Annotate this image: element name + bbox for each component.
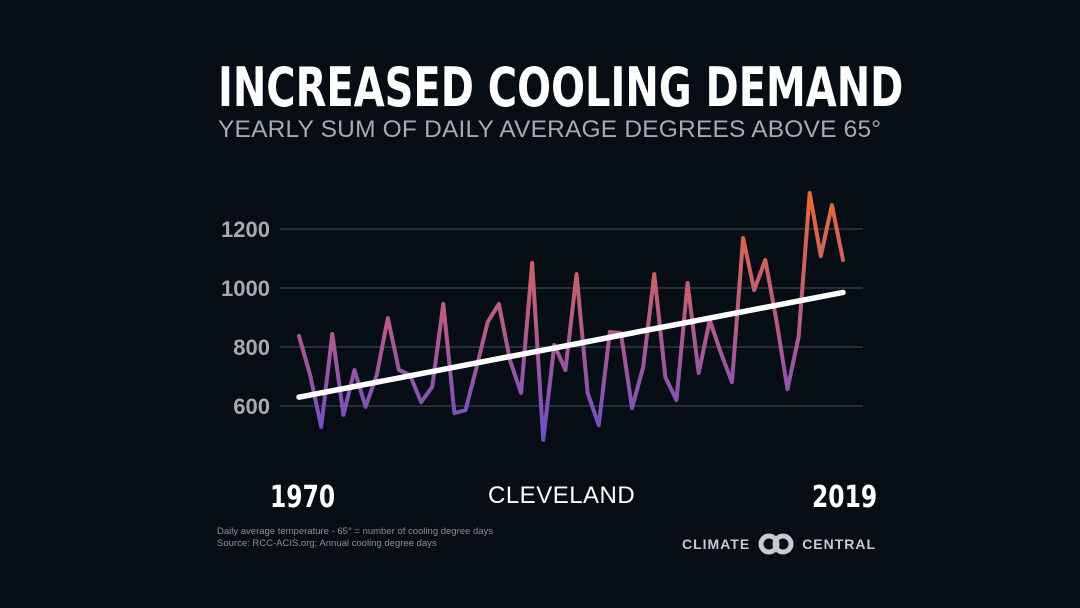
logo-rings-icon — [758, 533, 794, 555]
x-tick-label-end: 2019 — [812, 480, 878, 515]
x-tick-label-start: 1970 — [270, 480, 336, 515]
location-label: CLEVELAND — [488, 482, 636, 509]
footnote-definition: Daily average temperature - 65° = number… — [217, 526, 494, 537]
y-tick-label: 600 — [233, 394, 270, 419]
chart-subtitle: YEARLY SUM OF DAILY AVERAGE DEGREES ABOV… — [218, 116, 882, 143]
logo-text-right: CENTRAL — [802, 536, 877, 552]
series-line — [297, 191, 845, 442]
chart-title: INCREASED COOLING DEMAND — [218, 56, 904, 119]
y-tick-label: 1200 — [221, 217, 270, 242]
y-tick-label: 1000 — [221, 276, 270, 301]
footnote-source: Source: RCC-ACIS.org; Annual cooling deg… — [217, 538, 437, 549]
y-tick-label: 800 — [233, 335, 270, 360]
footnotes: Daily average temperature - 65° = number… — [217, 526, 493, 550]
trend-line — [296, 289, 846, 400]
climate-central-logo: CLIMATE CENTRAL — [682, 533, 876, 555]
logo-text-left: CLIMATE — [682, 536, 751, 552]
